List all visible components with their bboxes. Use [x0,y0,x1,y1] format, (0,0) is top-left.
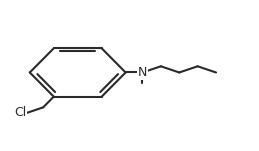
Text: Cl: Cl [14,106,26,119]
Text: N: N [138,66,147,79]
